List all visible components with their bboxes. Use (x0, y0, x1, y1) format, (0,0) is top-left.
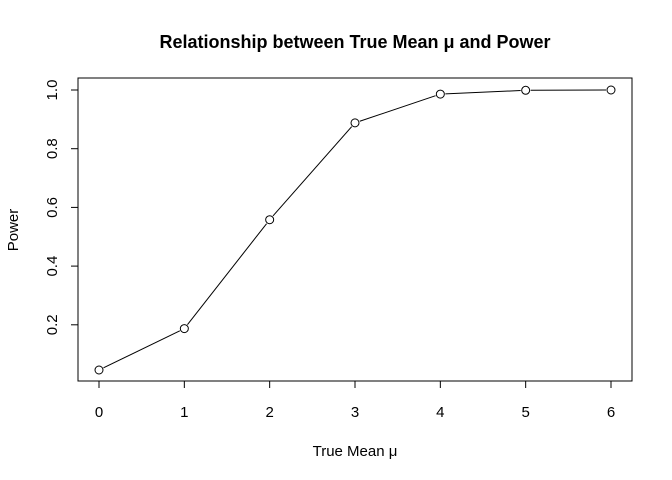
series-line-segment (445, 90, 521, 95)
x-tick-label: 0 (95, 404, 103, 421)
series-line-segment (187, 223, 267, 325)
data-point (606, 85, 616, 95)
x-tick-label: 2 (265, 404, 273, 421)
x-tick-label: 6 (607, 404, 615, 421)
data-point (179, 324, 189, 334)
x-tick-label: 1 (180, 404, 188, 421)
series-line-segment (272, 126, 353, 217)
plot-frame (77, 77, 633, 382)
series-line-segment (103, 330, 181, 369)
y-tick-label: 0.4 (44, 256, 61, 277)
data-point (521, 85, 531, 95)
y-tick-label: 0.2 (44, 314, 61, 335)
data-point (350, 118, 360, 128)
x-axis: 0 1 2 3 4 5 6 (95, 380, 615, 421)
x-tick-label: 4 (436, 404, 444, 421)
y-axis-title: Power (5, 209, 22, 252)
series-line-segment (359, 95, 436, 122)
y-tick-label: 1.0 (44, 80, 61, 101)
x-tick-label: 5 (521, 404, 529, 421)
y-axis: 0.2 0.4 0.6 0.8 1.0 (44, 80, 79, 335)
data-point (265, 215, 275, 225)
x-tick-label: 3 (351, 404, 359, 421)
y-tick-label: 0.8 (44, 138, 61, 159)
x-axis-title: True Mean μ (313, 443, 398, 460)
chart-title: Relationship between True Mean μ and Pow… (159, 32, 550, 52)
series-layer (94, 85, 616, 375)
data-point (435, 89, 445, 99)
y-tick-label: 0.6 (44, 197, 61, 218)
data-point (94, 365, 104, 375)
